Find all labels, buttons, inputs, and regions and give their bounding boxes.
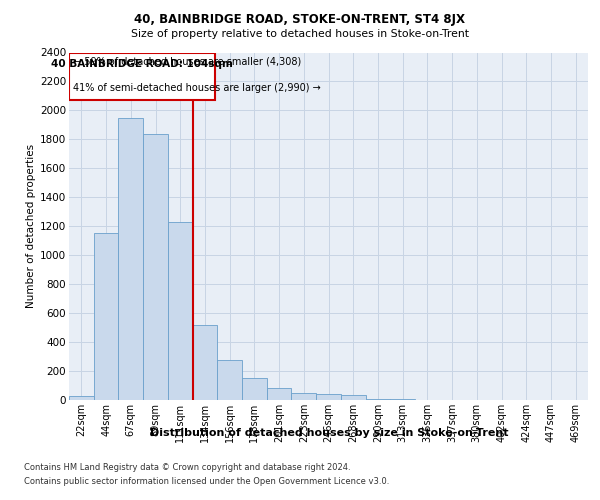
Bar (94, 234, 118, 400)
Bar (341, 395, 365, 400)
Bar (365, 398, 390, 400)
Bar (316, 394, 341, 400)
Text: ← 59% of detached houses are smaller (4,308): ← 59% of detached houses are smaller (4,… (73, 57, 301, 67)
Text: 41% of semi-detached houses are larger (2,990) →: 41% of semi-detached houses are larger (… (73, 83, 320, 93)
Y-axis label: Number of detached properties: Number of detached properties (26, 144, 36, 308)
Text: 40, BAINBRIDGE ROAD, STOKE-ON-TRENT, ST4 8JX: 40, BAINBRIDGE ROAD, STOKE-ON-TRENT, ST4… (134, 12, 466, 26)
Text: Contains HM Land Registry data © Crown copyright and database right 2024.: Contains HM Land Registry data © Crown c… (24, 462, 350, 471)
Bar (193, 324, 217, 400)
Text: Contains public sector information licensed under the Open Government Licence v3: Contains public sector information licen… (24, 478, 389, 486)
Bar (143, 134, 168, 400)
Bar (168, 222, 193, 400)
Text: Size of property relative to detached houses in Stoke-on-Trent: Size of property relative to detached ho… (131, 29, 469, 39)
Bar (69, 53, 215, 100)
Text: Distribution of detached houses by size in Stoke-on-Trent: Distribution of detached houses by size … (149, 428, 508, 438)
Bar (118, 118, 143, 400)
Bar (292, 393, 316, 400)
Text: 40 BAINBRIDGE ROAD: 104sqm: 40 BAINBRIDGE ROAD: 104sqm (51, 59, 233, 69)
Bar (69, 396, 94, 400)
Bar (267, 388, 292, 400)
Bar (242, 378, 267, 400)
Bar (217, 360, 242, 400)
